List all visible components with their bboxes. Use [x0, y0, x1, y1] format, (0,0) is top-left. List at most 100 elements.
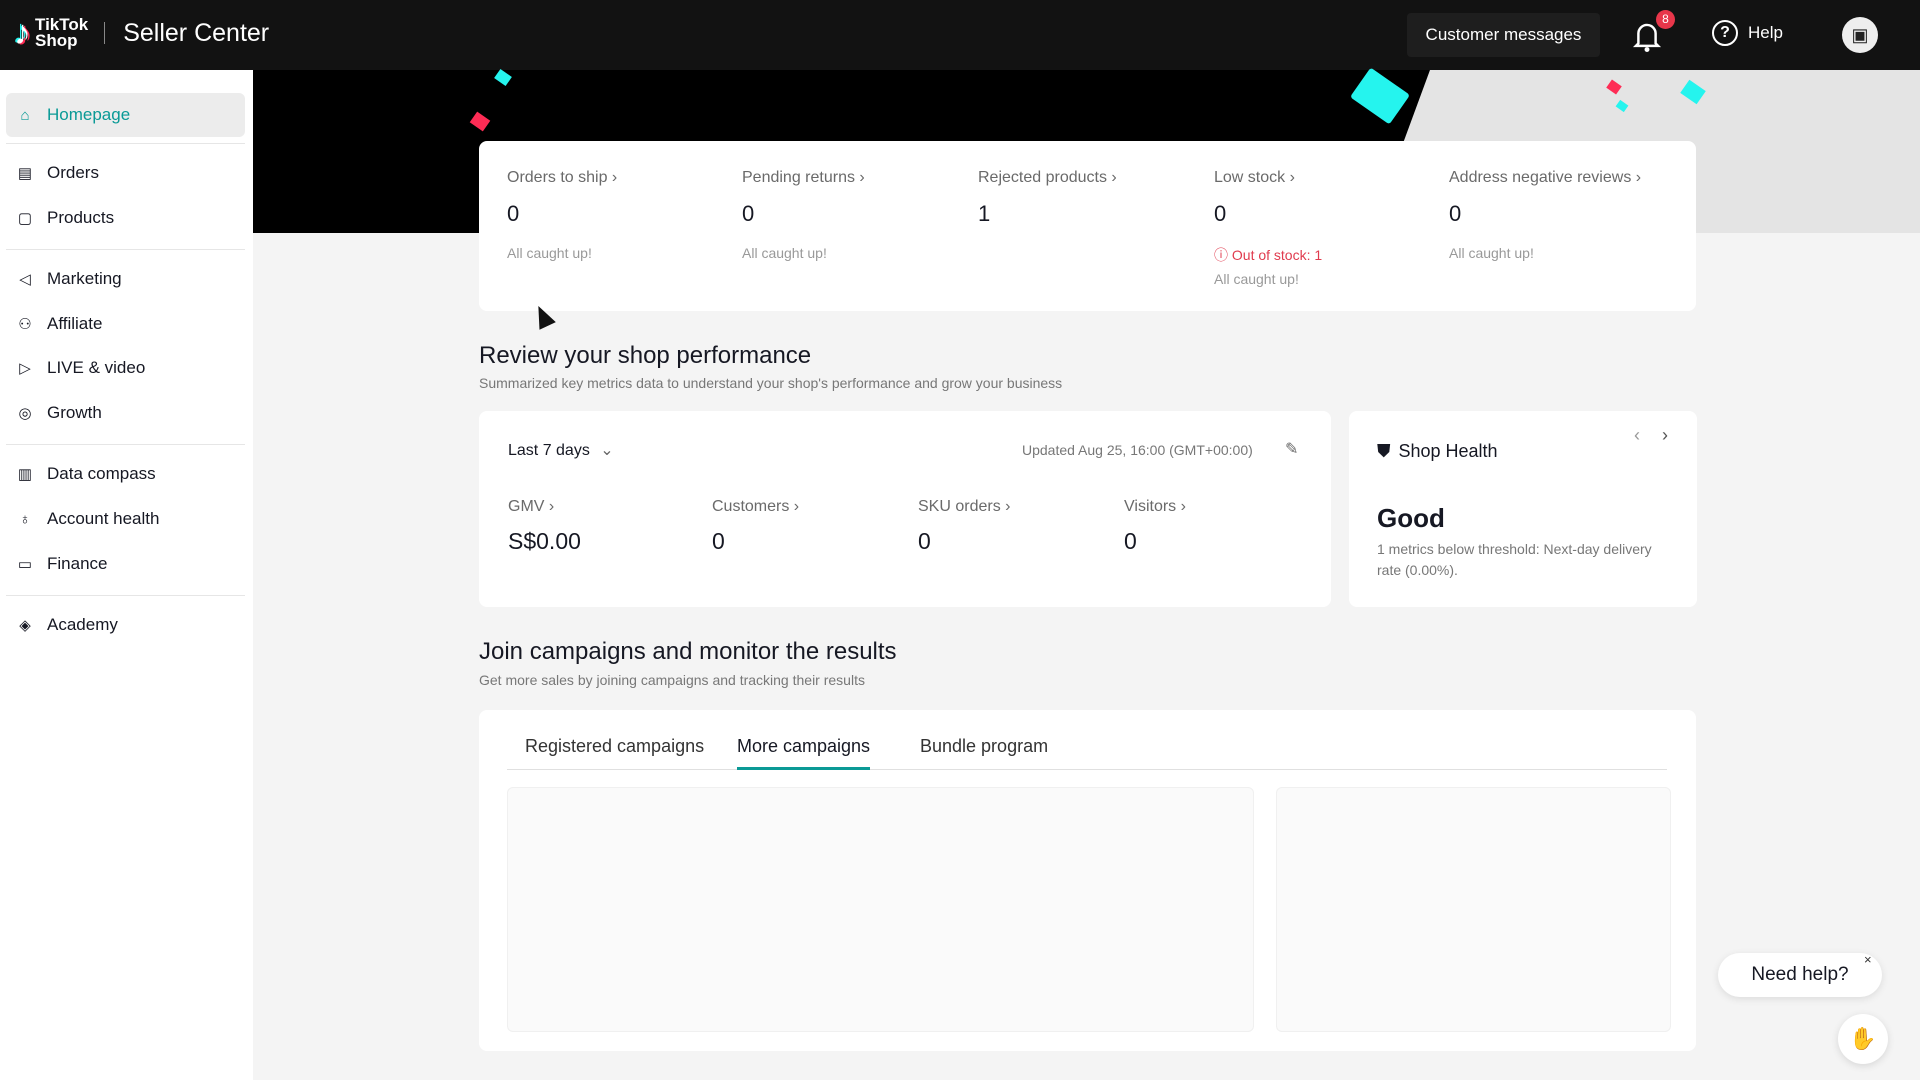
metric-visitors[interactable]: Visitors › 0 — [1124, 498, 1186, 555]
app-title: Seller Center — [123, 18, 270, 47]
growth-icon: ◎ — [18, 405, 32, 422]
sidebar-item-affiliate[interactable]: ⚇ Affiliate — [6, 302, 245, 346]
notification-badge: 8 — [1656, 10, 1675, 29]
clipboard-icon: ▤ — [17, 165, 33, 182]
logo-text-bottom: Shop — [35, 31, 78, 50]
sidebar-item-growth[interactable]: ◎ Growth — [6, 391, 245, 435]
shop-health-title: Shop Health — [1398, 441, 1498, 461]
divider — [6, 249, 245, 250]
help-button[interactable]: ? Help — [1712, 20, 1783, 46]
performance-title: Review your shop performance — [479, 342, 812, 369]
wallet-icon: ▭ — [17, 556, 33, 573]
hand-icon: ✋ — [1849, 1026, 1877, 1051]
customer-messages-button[interactable]: Customer messages — [1407, 13, 1600, 57]
stat-label[interactable]: Low stock › — [1214, 169, 1295, 186]
sidebar-item-products[interactable]: ▢ Products — [6, 196, 245, 240]
orders-to-ship[interactable]: Orders to ship › 0 All caught up! — [507, 169, 617, 261]
top-bar: ♪ TikTok Shop Seller Center Customer mess… — [0, 0, 1920, 70]
metric-value: 0 — [1124, 528, 1137, 554]
edit-icon[interactable]: ✎ — [1285, 441, 1299, 458]
shop-avatar[interactable]: ▣ — [1842, 17, 1878, 53]
sidebar-item-account-health[interactable]: ♁ Account health — [6, 497, 245, 541]
metric-value: S$0.00 — [508, 528, 581, 554]
store-icon: ▣ — [1851, 24, 1869, 45]
pending-returns[interactable]: Pending returns › 0 All caught up! — [742, 169, 865, 261]
campaigns-subtitle: Get more sales by joining campaigns and … — [479, 672, 865, 688]
stat-label[interactable]: Rejected products › — [978, 169, 1117, 186]
close-icon[interactable]: × — [1864, 952, 1872, 967]
prev-arrow-icon[interactable]: ‹ — [1634, 425, 1640, 445]
tiktok-shop-logo[interactable]: ♪ TikTok Shop Seller Center — [14, 16, 269, 50]
help-chat-button[interactable]: ✋ — [1838, 1014, 1888, 1064]
metric-sku-orders[interactable]: SKU orders › 0 — [918, 498, 1010, 555]
video-icon: ▷ — [19, 360, 31, 377]
stat-label[interactable]: Orders to ship › — [507, 169, 618, 186]
need-help-bubble[interactable]: Need help? — [1718, 953, 1882, 997]
low-stock[interactable]: Low stock › 0 ⓘ Out of stock: 1 All caught … — [1214, 169, 1322, 287]
help-label: Help — [1748, 23, 1783, 42]
campaigns-title: Join campaigns and monitor the results — [479, 638, 897, 665]
stat-status: All caught up! — [507, 245, 592, 261]
chart-icon: ▥ — [17, 466, 33, 483]
logo-text-top: TikTok — [35, 15, 89, 34]
people-icon: ⚇ — [18, 316, 32, 333]
metric-label: GMV › — [508, 498, 555, 515]
metric-label: SKU orders › — [918, 498, 1011, 515]
date-range-value: Last 7 days — [508, 442, 590, 459]
sidebar-item-finance[interactable]: ▭ Finance — [6, 542, 245, 586]
product-icon: ▢ — [17, 210, 33, 227]
tab-registered-campaigns[interactable]: Registered campaigns — [525, 736, 705, 756]
health-status: Good — [1377, 503, 1445, 533]
stat-value: 0 — [507, 201, 520, 226]
sidebar-item-marketing[interactable]: ◁ Marketing — [6, 257, 245, 301]
date-range-select[interactable]: Last 7 days ⌄ — [508, 440, 614, 460]
stat-status: All caught up! — [1214, 271, 1299, 287]
shop-health-header: ⛊ Shop Health — [1377, 441, 1498, 462]
sidebar-item-live-video[interactable]: ▷ LIVE & video — [6, 346, 245, 390]
campaign-placeholder — [1276, 787, 1671, 1032]
todo-card: Orders to ship › 0 All caught up! Pending … — [479, 141, 1696, 311]
performance-subtitle: Summarized key metrics data to understan… — [479, 375, 1063, 391]
warning-text: Out of stock: 1 — [1231, 247, 1323, 263]
stat-value: 0 — [1449, 201, 1462, 226]
health-description: 1 metrics below threshold: Next-day deli… — [1377, 541, 1652, 578]
bell-icon[interactable] — [1632, 20, 1662, 52]
performance-card: Last 7 days ⌄ Updated Aug 25, 16:00 (GMT… — [479, 411, 1331, 607]
tab-more-campaigns[interactable]: More campaigns — [737, 736, 871, 770]
metric-gmv[interactable]: GMV › S$0.00 — [508, 498, 581, 555]
sidebar-item-orders[interactable]: ▤ Orders — [6, 151, 245, 195]
sidebar-item-label: Orders — [47, 163, 99, 182]
divider — [104, 22, 106, 44]
sidebar-item-label: Finance — [47, 554, 108, 573]
address-negative-reviews[interactable]: Address negative reviews › 0 All caught up… — [1449, 169, 1641, 261]
metric-label: Customers › — [712, 498, 800, 515]
stat-value: 0 — [1214, 201, 1227, 226]
chevron-down-icon: ⌄ — [600, 442, 614, 459]
sidebar-item-label: Account health — [47, 509, 160, 528]
shop-health-card: ⛊ Shop Health ‹ › Good 1 metrics below th… — [1349, 411, 1697, 607]
sidebar-item-academy[interactable]: ◈ Academy — [6, 603, 245, 647]
updated-time: Updated Aug 25, 16:00 (GMT+00:00) — [1022, 442, 1253, 458]
sidebar-item-label: Marketing — [47, 269, 122, 288]
stat-label[interactable]: Pending returns › — [742, 169, 865, 186]
megaphone-icon: ◁ — [19, 271, 31, 288]
sidebar-item-label: Growth — [47, 403, 102, 422]
stat-label[interactable]: Address negative reviews › — [1449, 169, 1642, 186]
tab-bundle-program[interactable]: Bundle program — [920, 736, 1049, 756]
out-of-stock-warning: ⓘ Out of stock: 1 — [1214, 245, 1322, 265]
sidebar-item-label: Data compass — [47, 464, 156, 483]
metric-value: 0 — [918, 528, 931, 554]
divider — [6, 444, 245, 445]
metric-customers[interactable]: Customers › 0 — [712, 498, 799, 555]
rejected-products[interactable]: Rejected products › 1 — [978, 169, 1117, 227]
campaign-placeholder — [507, 787, 1254, 1032]
next-arrow-icon[interactable]: › — [1662, 425, 1668, 445]
campaign-tabs: Registered campaigns More campaigns Bund… — [507, 710, 1667, 770]
sidebar-item-data-compass[interactable]: ▥ Data compass — [6, 452, 245, 496]
sidebar-item-label: LIVE & video — [47, 358, 146, 377]
question-icon: ? — [1712, 20, 1738, 46]
sidebar-item-homepage[interactable]: ⌂ Homepage — [6, 93, 245, 137]
stat-value: 0 — [742, 201, 755, 226]
graduation-icon: ◈ — [19, 617, 31, 634]
divider — [6, 143, 245, 144]
